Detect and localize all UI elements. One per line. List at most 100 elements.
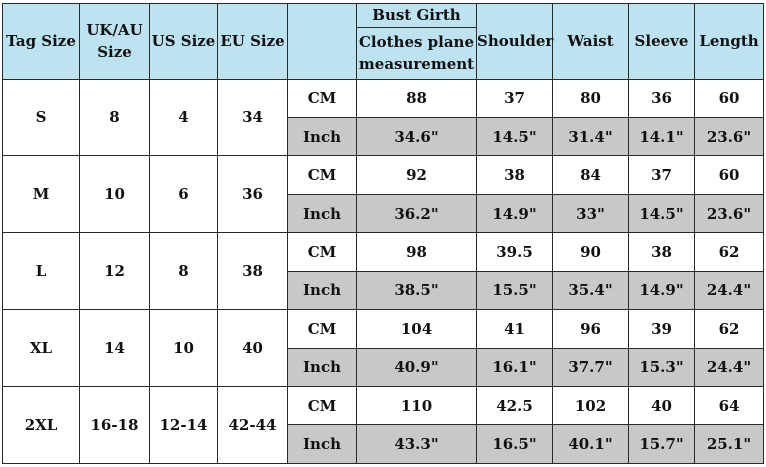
waist-cell: 84 — [552, 155, 629, 195]
waist-cell: 33" — [552, 193, 629, 234]
unit-cell: Inch — [287, 193, 357, 234]
length-cell: 60 — [694, 78, 764, 118]
shoulder-cell: 15.5" — [476, 270, 553, 311]
tag-size-cell: 2XL — [2, 386, 80, 464]
length-cell: 23.6" — [694, 193, 764, 234]
bust-cell: 104 — [356, 309, 477, 349]
table-row: 2XL 16-18 12-14 42-44 CM 110 42.5 102 40… — [2, 385, 764, 464]
shoulder-cell: 14.9" — [476, 193, 553, 234]
table-row: S 8 4 34 CM 88 37 80 36 60 — [2, 78, 764, 157]
tag-size-cell: S — [2, 78, 80, 157]
waist-cell: 80 — [552, 78, 629, 118]
shoulder-cell: 39.5 — [476, 232, 553, 272]
ukau-size-cell: 8 — [79, 78, 150, 157]
header-length: Length — [694, 3, 764, 80]
shoulder-cell: 16.5" — [476, 424, 553, 464]
length-cell: 62 — [694, 309, 764, 349]
header-us-size: US Size — [149, 3, 218, 80]
waist-cell: 37.7" — [552, 347, 629, 388]
size-rows: S 8 4 34 CM 88 37 80 36 60 Inch 34.6" 14… — [2, 78, 764, 464]
shoulder-cell: 38 — [476, 155, 553, 195]
table-row: XL 14 10 40 CM 104 41 96 39 62 — [2, 309, 764, 387]
ukau-size-cell: 14 — [79, 309, 150, 387]
us-size-cell: 12-14 — [149, 386, 218, 464]
eu-size-cell: 40 — [217, 309, 288, 387]
eu-size-cell: 34 — [217, 78, 288, 157]
bust-cell: 98 — [356, 232, 477, 272]
header-eu-size: EU Size — [217, 3, 288, 80]
length-cell: 23.6" — [694, 116, 764, 157]
size-chart-table: Tag Size UK/AU Size US Size EU Size Bust… — [2, 3, 764, 464]
bust-cell: 40.9" — [356, 347, 477, 388]
length-cell: 60 — [694, 155, 764, 195]
us-size-cell: 10 — [149, 309, 218, 387]
bust-cell: 34.6" — [356, 116, 477, 157]
table-row: Inch 43.3" 16.5" 40.1" 15.7" 25.1" — [3, 424, 764, 464]
sleeve-cell: 38 — [628, 232, 695, 272]
ukau-size-cell: 16-18 — [79, 386, 150, 464]
waist-cell: 102 — [552, 385, 629, 426]
header-unit — [287, 3, 357, 80]
unit-cell: Inch — [287, 116, 357, 157]
bust-cell: 36.2" — [356, 193, 477, 234]
eu-size-cell: 38 — [217, 232, 288, 311]
bust-cell: 92 — [356, 155, 477, 195]
table-row: Inch 36.2" 14.9" 33" 14.5" 23.6" — [3, 193, 764, 234]
length-cell: 64 — [694, 385, 764, 426]
bust-cell: 110 — [356, 385, 477, 426]
sleeve-cell: 37 — [628, 155, 695, 195]
tag-size-cell: M — [2, 155, 80, 234]
sleeve-cell: 36 — [628, 78, 695, 118]
unit-cell: CM — [287, 309, 357, 349]
tag-size-cell: XL — [2, 309, 80, 387]
unit-cell: Inch — [287, 347, 357, 388]
length-cell: 24.4" — [694, 347, 764, 388]
waist-cell: 40.1" — [552, 424, 629, 464]
waist-cell: 90 — [552, 232, 629, 272]
unit-cell: CM — [287, 78, 357, 118]
waist-cell: 35.4" — [552, 270, 629, 311]
header-ukau-size: UK/AU Size — [79, 3, 150, 80]
sleeve-cell: 14.1" — [628, 116, 695, 157]
ukau-size-cell: 12 — [79, 232, 150, 311]
sleeve-cell: 39 — [628, 309, 695, 349]
shoulder-cell: 14.5" — [476, 116, 553, 157]
shoulder-cell: 42.5 — [476, 385, 553, 426]
us-size-cell: 4 — [149, 78, 218, 157]
length-cell: 24.4" — [694, 270, 764, 311]
header-tag-size: Tag Size — [2, 3, 80, 80]
bust-cell: 38.5" — [356, 270, 477, 311]
sleeve-cell: 15.3" — [628, 347, 695, 388]
header-sleeve: Sleeve — [628, 3, 695, 80]
us-size-cell: 8 — [149, 232, 218, 311]
sleeve-cell: 14.9" — [628, 270, 695, 311]
table-row: Inch 40.9" 16.1" 37.7" 15.3" 24.4" — [3, 347, 764, 388]
table-row: Inch 34.6" 14.5" 31.4" 14.1" 23.6" — [3, 116, 764, 157]
unit-cell: Inch — [287, 270, 357, 311]
bust-cell: 88 — [356, 78, 477, 118]
sleeve-cell: 40 — [628, 385, 695, 426]
table-row: M 10 6 36 CM 92 38 84 37 60 — [2, 155, 764, 234]
unit-cell: CM — [287, 385, 357, 426]
table-row: Inch 38.5" 15.5" 35.4" 14.9" 24.4" — [3, 270, 764, 311]
header-bust-subtitle: Clothes plane measurement — [356, 26, 477, 80]
shoulder-cell: 16.1" — [476, 347, 553, 388]
waist-cell: 31.4" — [552, 116, 629, 157]
unit-cell: CM — [287, 232, 357, 272]
header-waist: Waist — [552, 3, 629, 80]
table-row: L 12 8 38 CM 98 39.5 90 38 62 — [2, 232, 764, 311]
tag-size-cell: L — [2, 232, 80, 311]
shoulder-cell: 41 — [476, 309, 553, 349]
shoulder-cell: 37 — [476, 78, 553, 118]
sleeve-cell: 14.5" — [628, 193, 695, 234]
waist-cell: 96 — [552, 309, 629, 349]
bust-cell: 43.3" — [356, 424, 477, 464]
us-size-cell: 6 — [149, 155, 218, 234]
unit-cell: Inch — [287, 424, 357, 464]
length-cell: 62 — [694, 232, 764, 272]
sleeve-cell: 15.7" — [628, 424, 695, 464]
header-bust-girth: Bust Girth — [356, 3, 477, 28]
eu-size-cell: 42-44 — [217, 386, 288, 464]
header-shoulder: Shoulder — [476, 3, 553, 80]
eu-size-cell: 36 — [217, 155, 288, 234]
